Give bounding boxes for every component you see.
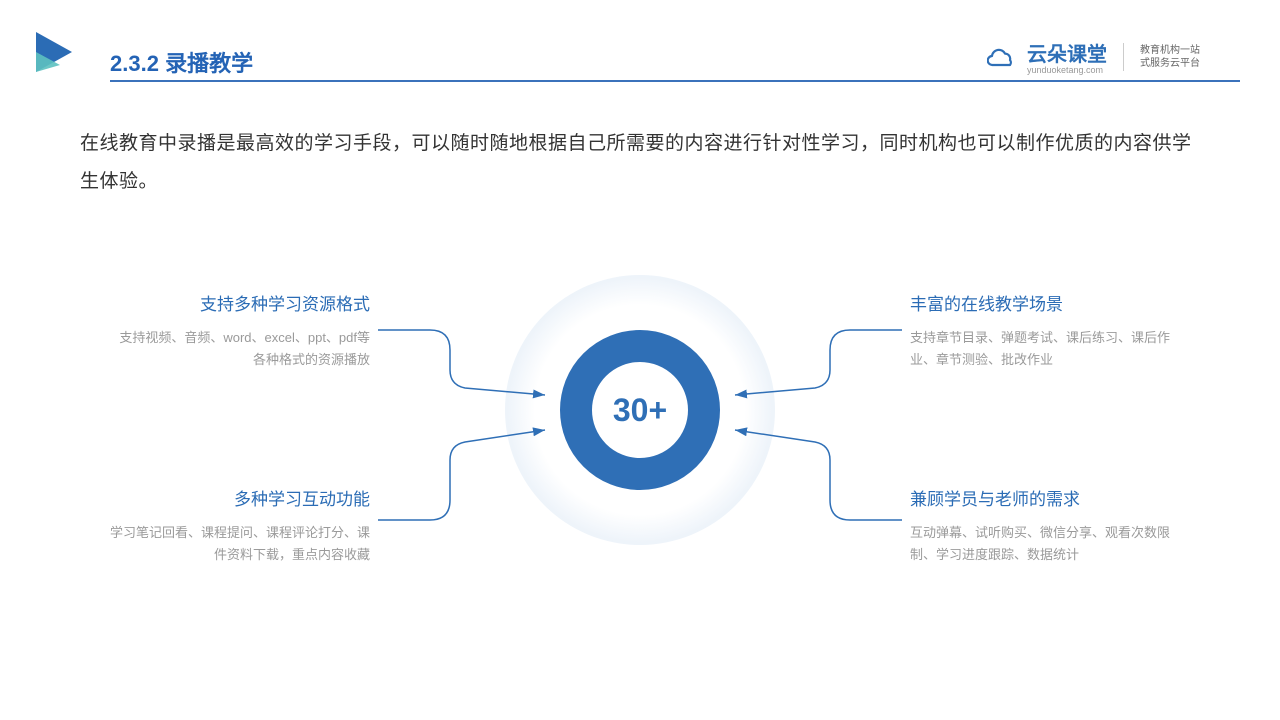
- play-icon: [30, 28, 78, 81]
- feature-title: 兼顾学员与老师的需求: [910, 485, 1170, 510]
- intro-text: 在线教育中录播是最高效的学习手段，可以随时随地根据自己所需要的内容进行针对性学习…: [80, 125, 1200, 201]
- feature-desc: 互动弹幕、试听购买、微信分享、观看次数限制、学习进度跟踪、数据统计: [910, 522, 1170, 566]
- feature-desc: 支持视频、音频、word、excel、ppt、pdf等各种格式的资源播放: [110, 327, 370, 371]
- logo-brand: 云朵课堂: [1027, 44, 1107, 66]
- feature-top-left: 支持多种学习资源格式 支持视频、音频、word、excel、ppt、pdf等各种…: [110, 290, 370, 371]
- feature-diagram: 30+ 支持多种学习资源格式 支持视频、音频、word、excel、ppt、pd…: [0, 260, 1280, 720]
- section-number: 2.3.2: [110, 51, 159, 76]
- slide-header: 2.3.2 录播教学 云朵课堂 yunduoketang.com 教育机构一站 …: [30, 28, 1240, 88]
- brand-logo: 云朵课堂 yunduoketang.com 教育机构一站 式服务云平台: [987, 38, 1200, 75]
- feature-desc: 支持章节目录、弹题考试、课后练习、课后作业、章节测验、批改作业: [910, 327, 1170, 371]
- section-title: 2.3.2 录播教学: [110, 46, 253, 78]
- feature-top-right: 丰富的在线教学场景 支持章节目录、弹题考试、课后练习、课后作业、章节测验、批改作…: [910, 290, 1170, 371]
- feature-title: 丰富的在线教学场景: [910, 290, 1170, 315]
- feature-title: 多种学习互动功能: [110, 485, 370, 510]
- logo-slogan: 教育机构一站 式服务云平台: [1140, 44, 1200, 70]
- title-underline: [110, 80, 1240, 82]
- cloud-icon: [987, 46, 1017, 68]
- ring-value: 30+: [613, 392, 667, 429]
- feature-desc: 学习笔记回看、课程提问、课程评论打分、课件资料下载，重点内容收藏: [110, 522, 370, 566]
- logo-sub: yunduoketang.com: [1027, 65, 1107, 75]
- feature-title: 支持多种学习资源格式: [110, 290, 370, 315]
- ring-blue: 30+: [560, 330, 720, 490]
- logo-divider: [1123, 43, 1124, 71]
- feature-bottom-right: 兼顾学员与老师的需求 互动弹幕、试听购买、微信分享、观看次数限制、学习进度跟踪、…: [910, 485, 1170, 566]
- feature-bottom-left: 多种学习互动功能 学习笔记回看、课程提问、课程评论打分、课件资料下载，重点内容收…: [110, 485, 370, 566]
- section-name: 录播教学: [165, 51, 253, 76]
- logo-text-wrap: 云朵课堂 yunduoketang.com: [1027, 38, 1107, 75]
